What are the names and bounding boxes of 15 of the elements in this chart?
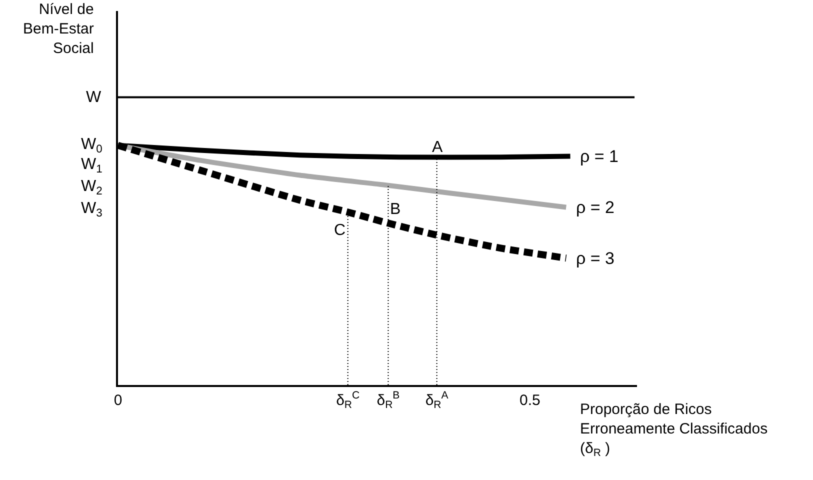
annotation: W <box>86 89 102 106</box>
x-axis-title: Proporção de Ricos Erroneamente Classificados (δ$_{R}$ ) <box>580 401 768 460</box>
annotation: A <box>432 139 443 156</box>
text: W$_{1}$ <box>81 156 102 176</box>
text: W$_{2}$ <box>81 178 102 198</box>
series-label: ρ = 2 <box>576 198 614 217</box>
annotation: W$_{0}$ <box>81 136 102 156</box>
y-axis-title: Nível de Bem-Estar Social <box>23 1 94 57</box>
x-tick-label: 0.5 <box>519 392 540 409</box>
series-label: ρ = 1 <box>580 147 618 166</box>
text: W$_{3}$ <box>81 200 102 220</box>
annotation: B <box>390 201 401 218</box>
annotation: C <box>334 222 346 239</box>
x-tick-label: 0 <box>114 392 122 409</box>
series-label: ρ = 3 <box>576 249 614 268</box>
